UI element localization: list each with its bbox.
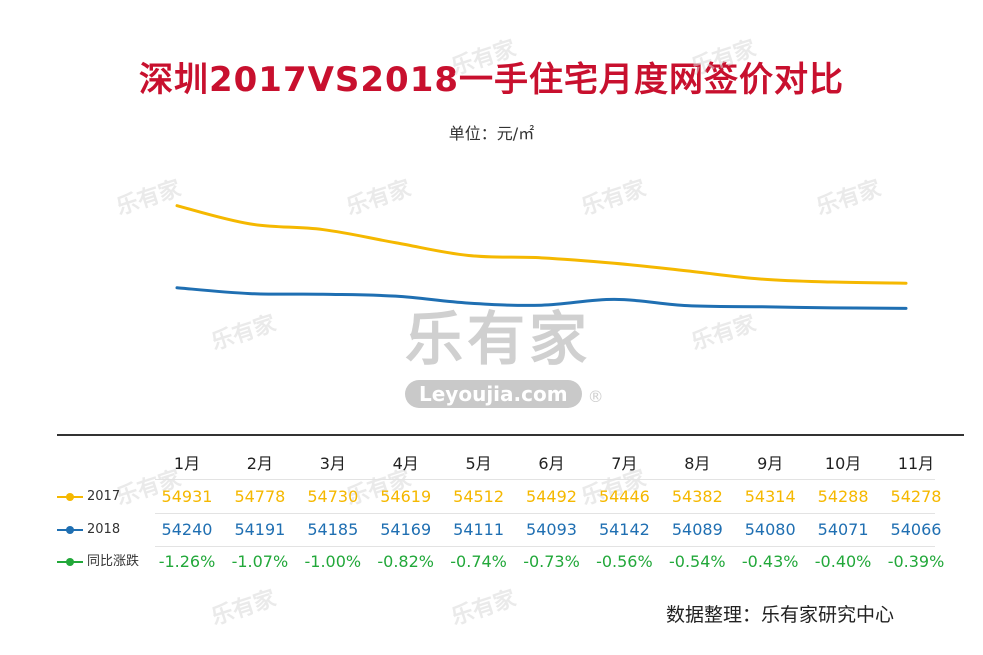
month-label: 3月: [319, 454, 346, 473]
table-row-divider: [155, 513, 935, 514]
month-label: 1月: [173, 454, 201, 473]
value-change: -0.40%: [814, 552, 872, 571]
legend-label-2017: 2017: [87, 489, 121, 504]
month-label: 11月: [897, 454, 935, 473]
value-2017: 54492: [526, 487, 577, 506]
chart-title: 深圳2017VS2018一手住宅月度网签价对比: [138, 60, 845, 100]
legend-swatch-2018: [57, 520, 83, 540]
value-change: -0.73%: [523, 552, 580, 571]
value-2018: 54191: [234, 520, 286, 539]
value-2017: 54314: [744, 487, 796, 506]
value-change: -0.43%: [741, 552, 799, 571]
value-2017: 54512: [453, 487, 505, 506]
unit-label: 单位：元/㎡: [448, 124, 535, 143]
series-line-2017: [175, 204, 908, 285]
value-2018: 54071: [817, 520, 869, 539]
value-2018: 54080: [744, 520, 796, 539]
value-change: -0.54%: [668, 552, 726, 571]
value-2017: 54288: [817, 487, 869, 506]
month-label: 6月: [538, 454, 565, 473]
watermark-reg: ®: [587, 387, 604, 406]
legend-swatch-change: [57, 552, 83, 572]
value-change: -0.39%: [887, 552, 945, 571]
value-2017: 54619: [380, 487, 432, 506]
month-label: 8月: [684, 454, 711, 473]
month-label: 9月: [757, 454, 784, 473]
value-2018: 54111: [453, 520, 505, 539]
value-change: -0.56%: [596, 552, 653, 571]
value-2018: 54169: [380, 520, 432, 539]
legend-2017: 2017: [57, 487, 120, 507]
value-2017: 54278: [890, 487, 942, 506]
watermark-logo-cn: 乐有家: [405, 305, 592, 373]
month-label: 5月: [465, 454, 492, 473]
value-2017: 54446: [598, 487, 650, 506]
watermark-logo: 乐有家 Leyoujia.com ®: [405, 292, 604, 408]
value-change: -0.82%: [377, 552, 434, 571]
value-2018: 54089: [671, 520, 723, 539]
month-label: 2月: [246, 454, 273, 473]
table-row-divider: [155, 479, 935, 480]
watermark-logo-en: Leyoujia.com: [405, 380, 582, 408]
value-2018: 54142: [598, 520, 650, 539]
value-change: -1.07%: [231, 552, 289, 571]
value-change: -1.26%: [158, 552, 216, 571]
table-row-divider: [155, 546, 935, 547]
value-2017: 54730: [307, 487, 359, 506]
month-label: 10月: [824, 454, 862, 473]
series-line-2018: [175, 286, 908, 310]
value-2017: 54778: [234, 487, 286, 506]
value-change: -1.00%: [304, 552, 362, 571]
source-note: 数据整理：乐有家研究中心: [666, 604, 895, 626]
value-2018: 54185: [307, 520, 359, 539]
legend-2018: 2018: [57, 520, 120, 540]
value-2018: 54066: [890, 520, 942, 539]
legend-label-change: 同比涨跌: [87, 554, 140, 569]
legend-label-2018: 2018: [87, 522, 121, 537]
month-label: 4月: [392, 454, 419, 473]
table-top-rule: [57, 434, 964, 436]
value-2018: 54240: [161, 520, 213, 539]
value-2018: 54093: [526, 520, 577, 539]
value-2017: 54931: [161, 487, 213, 506]
legend-swatch-2017: [57, 487, 83, 507]
value-2017: 54382: [671, 487, 723, 506]
month-label: 7月: [611, 454, 638, 473]
legend-change: 同比涨跌: [57, 552, 139, 572]
value-change: -0.74%: [450, 552, 507, 571]
